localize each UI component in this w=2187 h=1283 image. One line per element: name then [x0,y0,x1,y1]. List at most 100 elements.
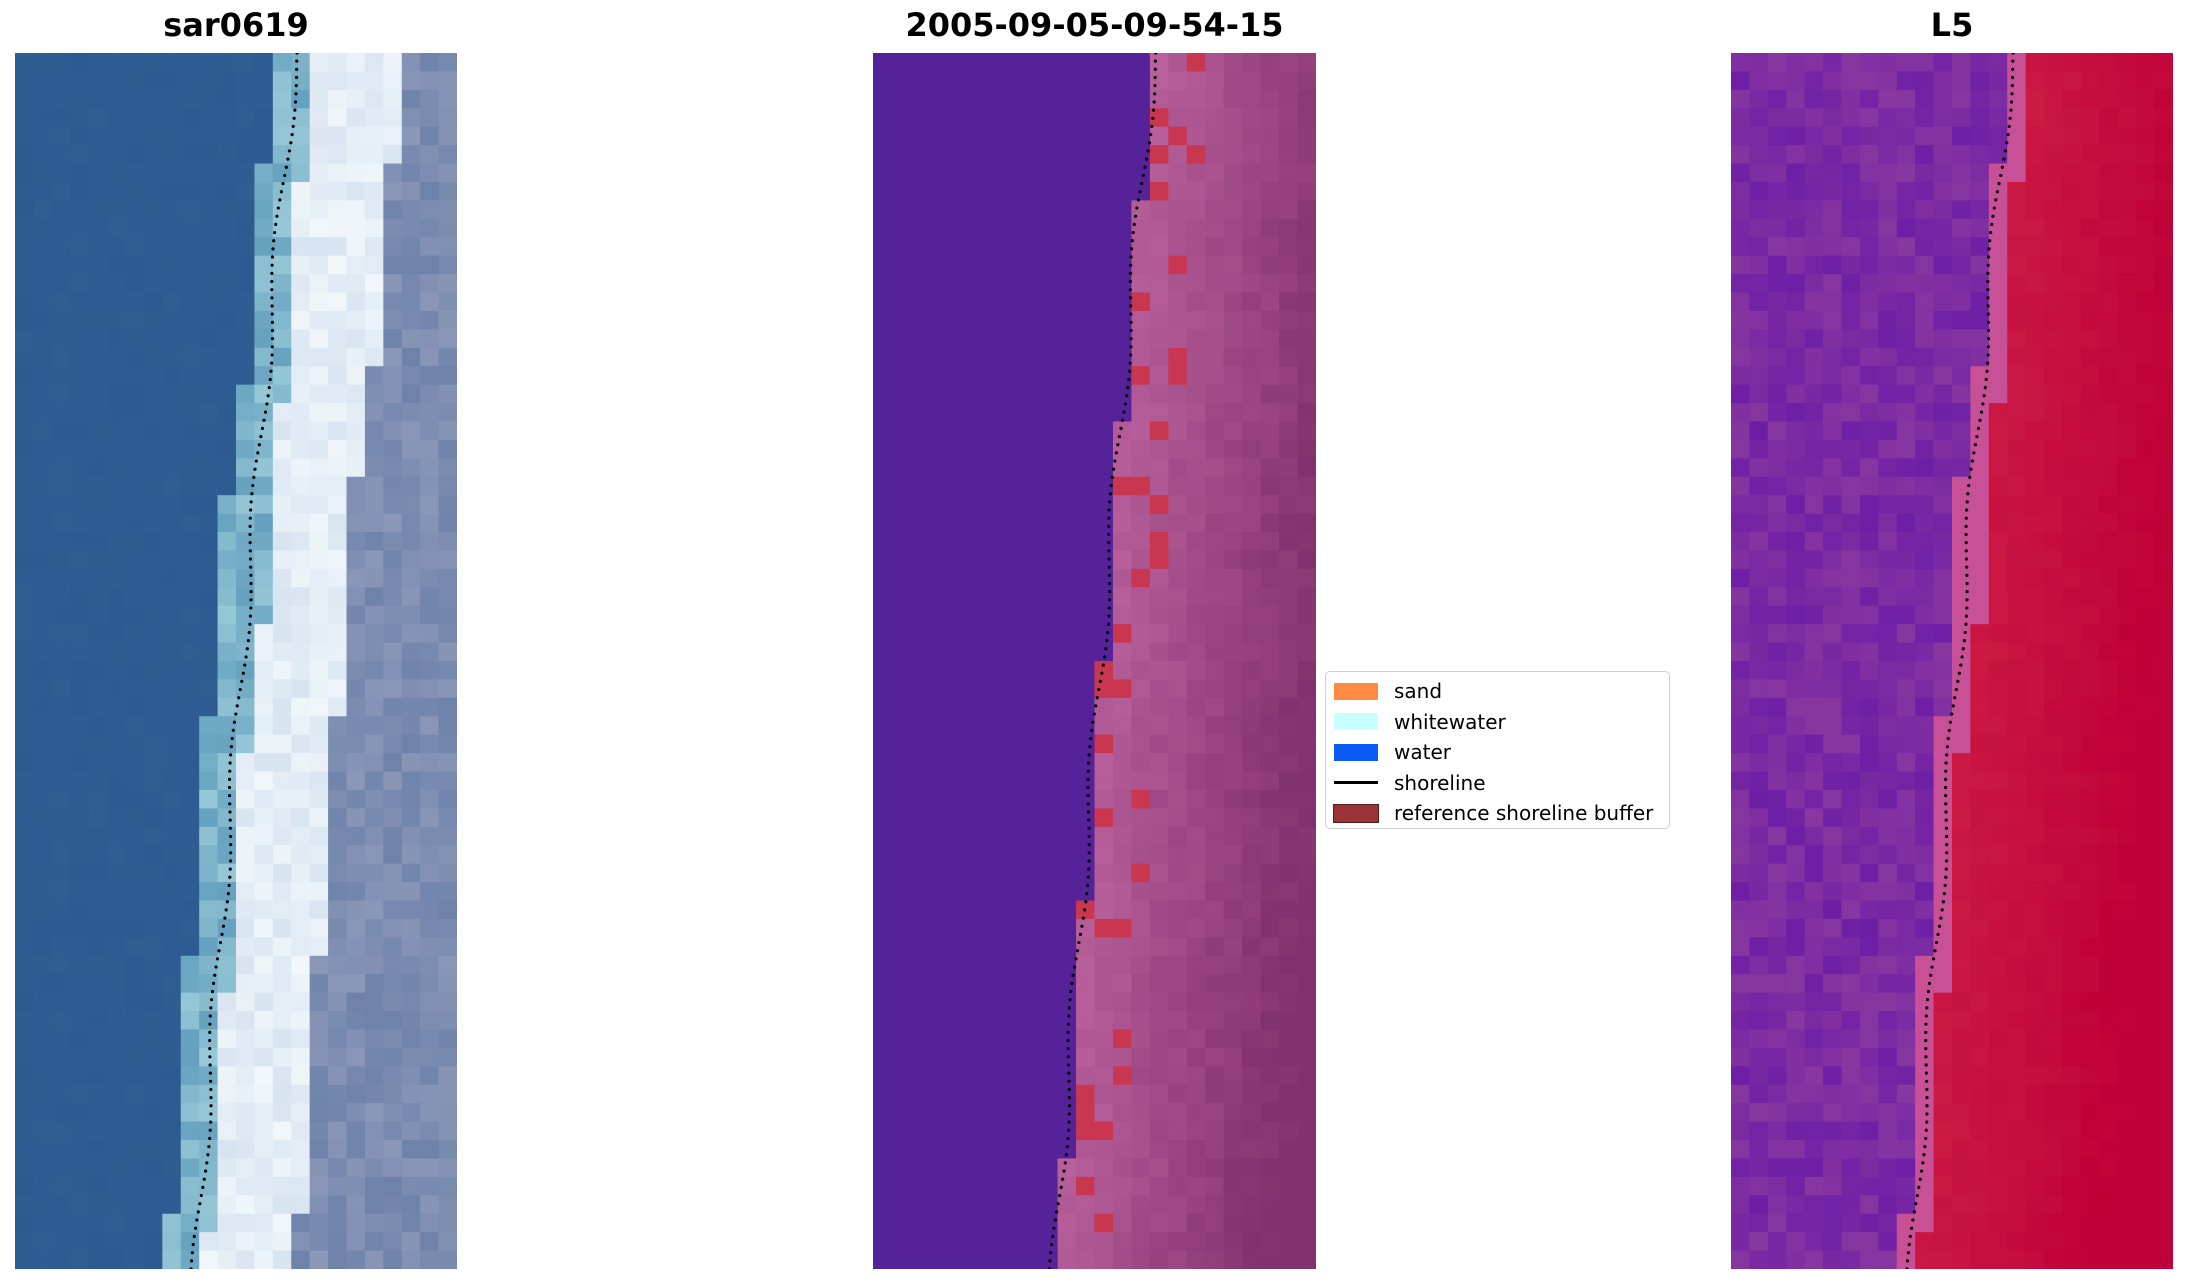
image-pixel [1260,145,1280,165]
image-pixel [254,955,274,975]
image-pixel [346,1084,366,1104]
image-pixel [1094,1066,1114,1086]
image-pixel [1131,1195,1151,1215]
shoreline-point [1097,687,1101,692]
image-pixel [309,513,329,533]
image-pixel [873,458,893,478]
image-pixel [143,163,163,183]
image-pixel [420,918,440,938]
image-pixel [1804,918,1824,938]
image-pixel [965,697,985,717]
image-pixel [125,937,145,957]
image-pixel [272,955,292,975]
image-pixel [1915,53,1935,73]
image-pixel [1878,200,1898,220]
image-pixel [15,218,35,238]
image-pixel [1915,1140,1935,1160]
image-pixel [1749,495,1769,515]
image-pixel [1915,421,1935,441]
image-pixel [51,1176,71,1196]
image-pixel [1970,955,1990,975]
image-pixel [1076,697,1096,717]
image-pixel [1149,955,1169,975]
image-pixel [364,163,384,183]
image-pixel [873,568,893,588]
image-pixel [2062,679,2082,699]
image-pixel [946,661,966,681]
image-pixel [2025,403,2045,423]
image-pixel [88,163,108,183]
image-pixel [1242,181,1262,201]
image-pixel [1933,863,1953,883]
image-pixel [1933,808,1953,828]
image-pixel [51,108,71,128]
image-pixel [1896,697,1916,717]
image-pixel [272,255,292,275]
image-pixel [15,1232,35,1252]
image-pixel [401,697,421,717]
image-pixel [328,1250,348,1269]
image-pixel [1094,716,1114,736]
image-pixel [107,937,127,957]
image-pixel [1804,255,1824,275]
image-pixel [1896,329,1916,349]
shoreline-point [1135,206,1139,210]
image-pixel [1242,458,1262,478]
image-pixel [107,200,127,220]
image-pixel [1020,108,1040,128]
image-pixel [965,679,985,699]
image-pixel [236,1066,256,1086]
image-pixel [965,1176,985,1196]
shoreline-point [211,981,216,985]
image-pixel [162,605,182,625]
image-pixel [1131,421,1151,441]
image-pixel [946,845,966,865]
image-pixel [1786,366,1806,386]
image-pixel [1804,145,1824,165]
image-pixel [309,845,329,865]
image-pixel [88,421,108,441]
image-pixel [1749,310,1769,330]
image-pixel [180,495,200,515]
image-pixel [1731,71,1751,91]
image-pixel [873,200,893,220]
image-pixel [1970,89,1990,109]
shoreline-point [1114,451,1118,455]
image-pixel [383,1084,403,1104]
image-pixel [1168,550,1188,570]
image-pixel [1786,458,1806,478]
image-pixel [199,624,219,644]
image-pixel [965,181,985,201]
image-pixel [143,845,163,865]
image-pixel [2080,53,2100,73]
image-pixel [420,550,440,570]
image-pixel [983,1158,1003,1178]
image-pixel [1804,900,1824,920]
image-pixel [1731,974,1751,994]
image-pixel [1076,292,1096,312]
image-pixel [1112,789,1133,809]
image-pixel [891,310,911,330]
image-pixel [291,71,311,91]
image-pixel [1094,605,1114,625]
image-pixel [1205,642,1225,662]
image-pixel [420,439,440,459]
image-pixel [1823,697,1843,717]
image-pixel [965,439,985,459]
image-pixel [1731,679,1751,699]
image-pixel [2025,771,2045,791]
image-pixel [364,1195,384,1215]
image-pixel [1039,163,1059,183]
image-pixel [1878,624,1898,644]
image-pixel [162,642,182,662]
image-pixel [1205,200,1225,220]
image-pixel [88,734,108,754]
image-pixel [1112,145,1133,165]
image-pixel [1988,734,2008,754]
image-pixel [1057,1158,1077,1178]
image-pixel [2154,974,2173,994]
image-pixel [1767,955,1787,975]
image-pixel [1186,1047,1206,1067]
image-pixel [1260,568,1280,588]
image-pixel [1131,955,1151,975]
